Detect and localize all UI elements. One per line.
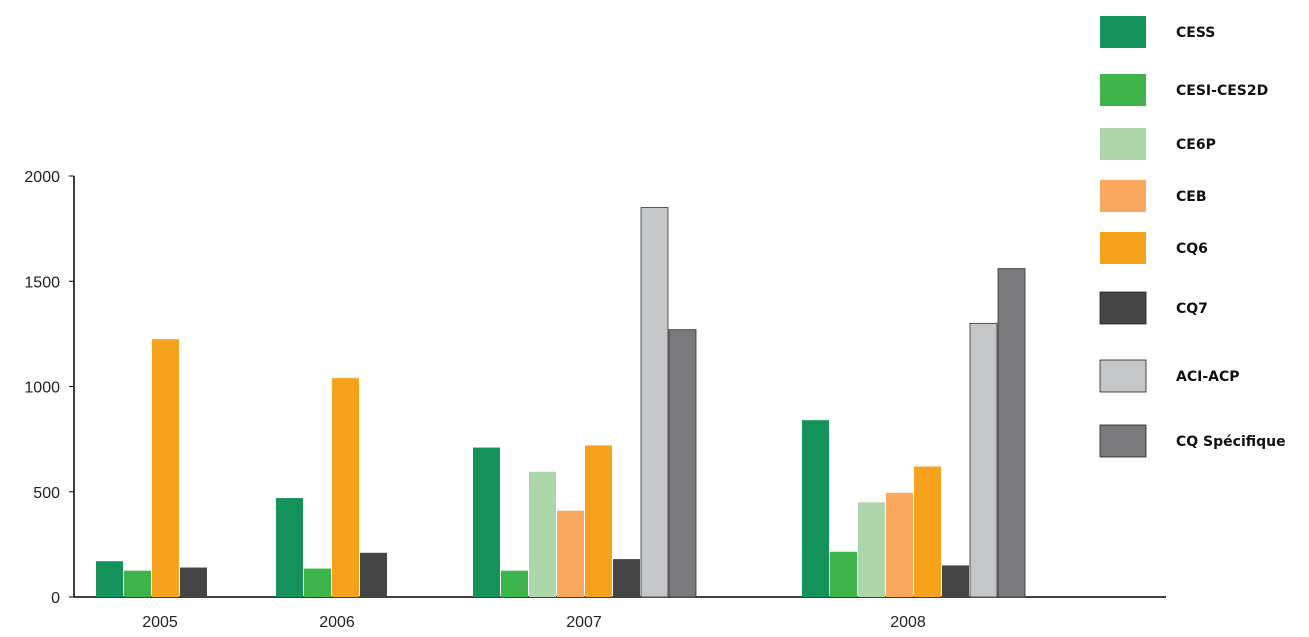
- legend-label-aci-acp: ACI-ACP: [1176, 369, 1240, 385]
- legend-label-ceb: CEB: [1176, 189, 1207, 205]
- y-tick-label: 2000: [24, 169, 60, 186]
- bar-cq6-2007: [585, 445, 612, 597]
- x-tick-labels: 2005 2006 2007 2008: [142, 614, 926, 631]
- legend-swatch-cq-sp-cifique: [1099, 424, 1147, 458]
- bar-cess-2008: [802, 420, 829, 597]
- legend-swatch-cess: [1100, 16, 1146, 48]
- bar-cq-sp-cifique-2008: [997, 268, 1026, 598]
- legend-label-cq6: CQ6: [1176, 241, 1208, 257]
- bar-cess-2005: [96, 561, 123, 597]
- legend-label-ce6p: CE6P: [1176, 137, 1216, 153]
- bar-cq7-2008: [942, 565, 969, 597]
- bar-cq7-2005: [180, 567, 207, 597]
- bar-cq7-2006: [360, 552, 387, 597]
- y-tick-label: 500: [33, 485, 60, 502]
- legend-swatch-aci-acp: [1099, 359, 1147, 393]
- y-tick-label: 0: [51, 590, 60, 607]
- legend-label-cess: CESS: [1176, 25, 1215, 41]
- legend-swatch-cq7: [1099, 291, 1147, 325]
- bar-cesi-ces2d-2006: [304, 568, 331, 597]
- bar-ceb-2007: [557, 510, 584, 597]
- bar-cq6-2005: [152, 339, 179, 597]
- legend-label-cesi-ces2d: CESI-CES2D: [1176, 83, 1268, 99]
- legend: CESS CESI-CES2D CE6P CEB CQ6 CQ7 ACI-ACP CQ Spé…: [1099, 16, 1286, 458]
- bar-ceb-2008: [886, 492, 913, 597]
- bar-cesi-ces2d-2005: [124, 570, 151, 597]
- y-tick-label: 1000: [24, 380, 60, 397]
- bar-cq6-2006: [332, 378, 359, 597]
- bar-ce6p-2007: [529, 471, 556, 597]
- bar-cesi-ces2d-2008: [830, 551, 857, 597]
- bars: [96, 207, 1026, 598]
- y-tick-labels: 0 500 1000 1500 2000: [24, 169, 74, 607]
- x-tick-label: 2005: [142, 614, 178, 631]
- y-tick-label: 1500: [24, 274, 60, 291]
- bar-cq7-2007: [613, 559, 640, 597]
- x-tick-label: 2007: [566, 614, 602, 631]
- bar-cq-sp-cifique-2007: [668, 329, 697, 598]
- bar-cq6-2008: [914, 466, 941, 597]
- x-tick-label: 2008: [890, 614, 926, 631]
- bar-aci-acp-2008: [969, 322, 998, 598]
- legend-label-cq7: CQ7: [1176, 301, 1208, 317]
- legend-swatch-cesi-ces2d: [1100, 74, 1146, 106]
- legend-swatch-cq6: [1100, 232, 1146, 264]
- bar-cesi-ces2d-2007: [501, 570, 528, 597]
- bar-cess-2007: [473, 447, 500, 597]
- legend-swatch-ceb: [1100, 180, 1146, 212]
- bar-ce6p-2008: [858, 502, 885, 597]
- bar-cess-2006: [276, 498, 303, 597]
- legend-swatch-ce6p: [1100, 128, 1146, 160]
- x-tick-label: 2006: [319, 614, 355, 631]
- legend-label-cq-sp-cifique: CQ Spécifique: [1176, 434, 1286, 450]
- bar-aci-acp-2007: [640, 207, 669, 598]
